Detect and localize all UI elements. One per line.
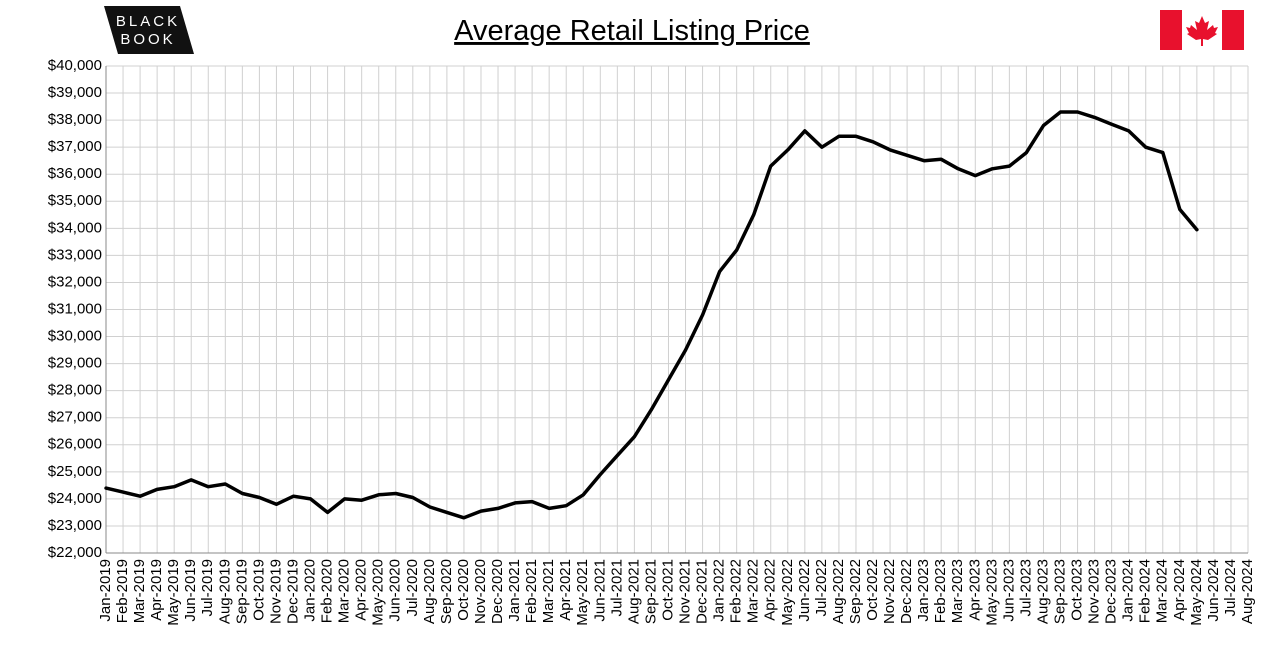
y-tick-label: $37,000 [48, 138, 102, 155]
x-tick-label: Feb-2021 [523, 559, 540, 623]
x-tick-label: Sep-2021 [642, 559, 659, 624]
flag-bar [1222, 10, 1244, 50]
x-tick-label: Jul-2022 [813, 559, 830, 617]
x-tick-label: Jul-2020 [404, 559, 421, 617]
x-tick-label: Sep-2022 [847, 559, 864, 624]
x-tick-label: Oct-2019 [250, 559, 267, 621]
x-tick-label: May-2023 [983, 559, 1000, 626]
y-tick-label: $27,000 [48, 409, 102, 426]
y-tick-label: $30,000 [48, 328, 102, 345]
x-tick-label: Dec-2020 [489, 559, 506, 624]
x-tick-label: Jan-2020 [302, 559, 319, 622]
x-tick-label: Jul-2021 [608, 559, 625, 617]
x-tick-label: Nov-2021 [676, 559, 693, 624]
x-tick-label: Aug-2021 [625, 559, 642, 624]
chart-title: Average Retail Listing Price [454, 15, 810, 47]
y-tick-label: $39,000 [48, 84, 102, 101]
y-tick-label: $35,000 [48, 192, 102, 209]
x-tick-label: Apr-2019 [148, 559, 165, 621]
x-tick-label: Sep-2020 [438, 559, 455, 624]
x-tick-label: Jul-2024 [1222, 559, 1239, 617]
x-tick-label: Jun-2023 [1000, 559, 1017, 622]
x-tick-label: Mar-2024 [1154, 559, 1171, 623]
y-tick-label: $33,000 [48, 246, 102, 263]
x-tick-label: Mar-2023 [949, 559, 966, 623]
x-tick-label: Aug-2022 [830, 559, 847, 624]
y-tick-label: $40,000 [48, 57, 102, 74]
x-tick-label: Dec-2019 [284, 559, 301, 624]
y-tick-label: $25,000 [48, 463, 102, 480]
x-tick-label: Oct-2022 [864, 559, 881, 621]
y-tick-label: $28,000 [48, 382, 102, 399]
y-tick-label: $26,000 [48, 436, 102, 453]
x-tick-label: Jun-2024 [1205, 559, 1222, 622]
x-tick-label: Feb-2023 [932, 559, 949, 623]
x-tick-label: Nov-2020 [472, 559, 489, 624]
x-tick-label: May-2020 [370, 559, 387, 626]
maple-leaf [1186, 16, 1218, 46]
x-tick-label: Mar-2019 [131, 559, 148, 623]
x-tick-label: Jan-2021 [506, 559, 523, 622]
y-tick-label: $24,000 [48, 490, 102, 507]
x-tick-label: Mar-2020 [336, 559, 353, 623]
x-tick-label: Apr-2024 [1171, 559, 1188, 621]
x-tick-label: Apr-2020 [353, 559, 370, 621]
x-tick-label: Feb-2022 [728, 559, 745, 623]
x-tick-label: Jan-2022 [711, 559, 728, 622]
y-tick-label: $23,000 [48, 517, 102, 534]
x-tick-label: Nov-2019 [267, 559, 284, 624]
x-tick-label: Oct-2020 [455, 559, 472, 621]
x-tick-label: Sep-2023 [1051, 559, 1068, 624]
x-tick-label: Jun-2021 [591, 559, 608, 622]
x-tick-label: May-2021 [574, 559, 591, 626]
y-tick-label: $31,000 [48, 300, 102, 317]
x-tick-label: Oct-2021 [659, 559, 676, 621]
x-tick-label: Mar-2021 [540, 559, 557, 623]
x-tick-label: Aug-2023 [1034, 559, 1051, 624]
y-tick-label: $32,000 [48, 273, 102, 290]
x-tick-label: Nov-2022 [881, 559, 898, 624]
y-tick-label: $29,000 [48, 355, 102, 372]
x-tick-label: Jan-2023 [915, 559, 932, 622]
x-tick-label: Aug-2024 [1239, 559, 1256, 624]
logo-text: BLACK [116, 13, 180, 30]
y-tick-label: $22,000 [48, 544, 102, 561]
logo-badge [104, 6, 194, 54]
flag-bar [1160, 10, 1182, 50]
x-tick-label: Apr-2021 [557, 559, 574, 621]
x-tick-label: Apr-2023 [966, 559, 983, 621]
x-tick-label: Feb-2019 [114, 559, 131, 623]
y-tick-label: $36,000 [48, 165, 102, 182]
x-tick-label: Jul-2023 [1017, 559, 1034, 617]
x-tick-label: Jul-2019 [199, 559, 216, 617]
x-tick-label: Jun-2019 [182, 559, 199, 622]
x-tick-label: Sep-2019 [233, 559, 250, 624]
x-tick-label: Mar-2022 [745, 559, 762, 623]
x-tick-label: Aug-2019 [216, 559, 233, 624]
x-tick-label: May-2019 [165, 559, 182, 626]
flag [1160, 10, 1244, 50]
x-tick-label: Oct-2023 [1069, 559, 1086, 621]
x-tick-label: Dec-2023 [1103, 559, 1120, 624]
x-tick-label: May-2022 [779, 559, 796, 626]
x-tick-label: Jan-2024 [1120, 559, 1137, 622]
price-line [104, 110, 1199, 520]
x-tick-label: Jun-2022 [796, 559, 813, 622]
x-tick-label: Jun-2020 [387, 559, 404, 622]
x-tick-label: Nov-2023 [1086, 559, 1103, 624]
x-tick-label: Jan-2019 [97, 559, 114, 622]
x-tick-label: Apr-2022 [762, 559, 779, 621]
x-tick-label: Feb-2024 [1137, 559, 1154, 623]
logo-text: BOOK [120, 31, 175, 48]
y-tick-label: $38,000 [48, 111, 102, 128]
x-tick-label: Feb-2020 [319, 559, 336, 623]
x-tick-label: Dec-2021 [694, 559, 711, 624]
y-tick-label: $34,000 [48, 219, 102, 236]
x-tick-label: Aug-2020 [421, 559, 438, 624]
x-tick-label: Dec-2022 [898, 559, 915, 624]
x-tick-label: May-2024 [1188, 559, 1205, 626]
